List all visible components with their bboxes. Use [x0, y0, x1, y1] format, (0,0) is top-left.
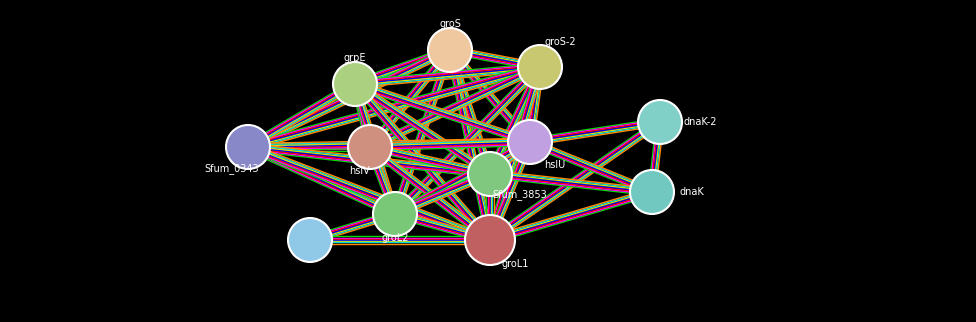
Text: hslU: hslU [545, 160, 566, 170]
Text: Sfum_0343: Sfum_0343 [205, 164, 260, 175]
Circle shape [333, 62, 377, 106]
Circle shape [465, 215, 515, 265]
Circle shape [288, 218, 332, 262]
Circle shape [428, 28, 472, 72]
Circle shape [638, 100, 682, 144]
Text: grpE: grpE [344, 53, 366, 63]
Circle shape [508, 120, 552, 164]
Circle shape [226, 125, 270, 169]
Circle shape [630, 170, 674, 214]
Text: groS: groS [439, 19, 461, 29]
Circle shape [373, 192, 417, 236]
Text: groL1: groL1 [502, 259, 529, 269]
Text: hslV: hslV [349, 166, 370, 176]
Text: Sfum_3853: Sfum_3853 [493, 190, 548, 201]
Text: dnaK-2: dnaK-2 [683, 117, 716, 127]
Circle shape [468, 152, 512, 196]
Text: groL2: groL2 [382, 233, 409, 243]
Text: groS-2: groS-2 [545, 37, 576, 47]
Text: dnaK: dnaK [679, 187, 705, 197]
Circle shape [348, 125, 392, 169]
Circle shape [518, 45, 562, 89]
